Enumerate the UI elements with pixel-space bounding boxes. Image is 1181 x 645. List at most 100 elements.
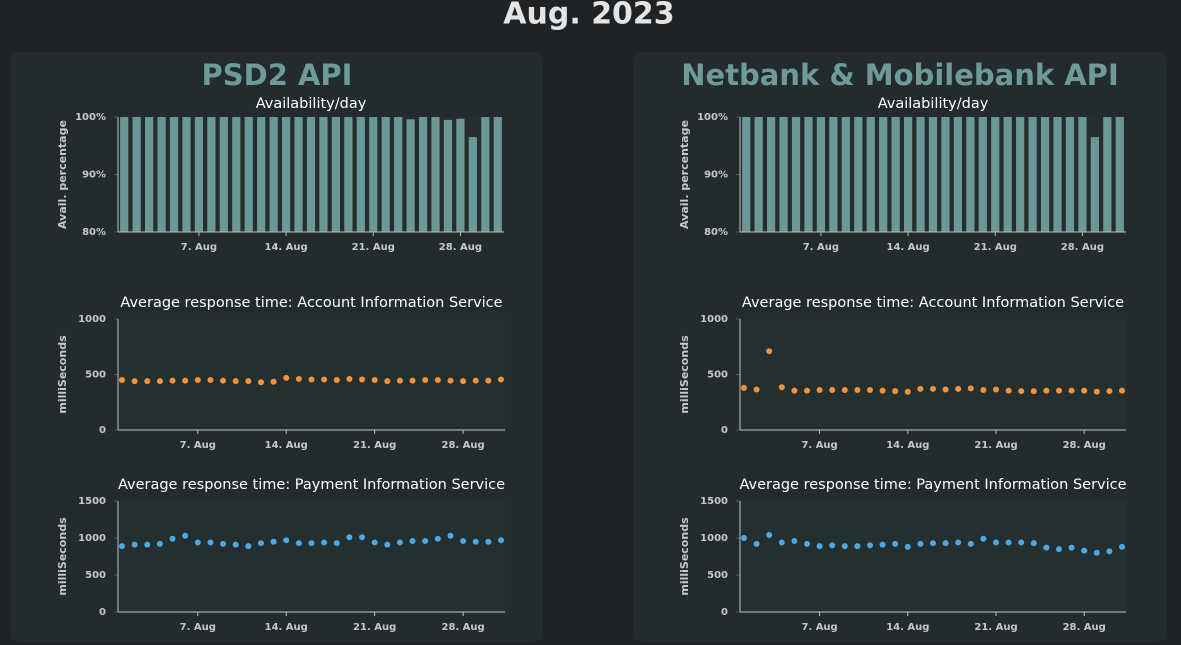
x-tick-label: 21. Aug xyxy=(974,242,1017,253)
bar xyxy=(966,117,975,232)
bar xyxy=(418,117,428,232)
point xyxy=(308,376,315,383)
x-tick-label: 7. Aug xyxy=(180,622,216,633)
bar xyxy=(903,117,913,232)
bar xyxy=(866,117,875,232)
point xyxy=(879,387,886,394)
plot-background xyxy=(740,319,1126,430)
point xyxy=(766,532,773,539)
point xyxy=(867,542,873,549)
point xyxy=(955,539,962,546)
point xyxy=(422,377,429,384)
bar xyxy=(1040,117,1050,232)
bar xyxy=(1115,117,1124,232)
point xyxy=(460,537,467,544)
point xyxy=(980,535,987,542)
x-tick-label: 21. Aug xyxy=(974,440,1017,451)
x-tick-label: 14. Aug xyxy=(265,440,308,451)
point xyxy=(409,537,416,544)
bar xyxy=(443,119,453,232)
x-tick-label: 7. Aug xyxy=(803,242,839,253)
point xyxy=(447,377,454,384)
point xyxy=(804,387,810,394)
point xyxy=(472,538,479,545)
point xyxy=(892,540,899,547)
point xyxy=(930,385,936,392)
point xyxy=(283,374,290,381)
point xyxy=(753,540,760,547)
y-tick-label: 0 xyxy=(99,607,106,618)
point xyxy=(131,541,138,548)
y-tick-label: 0 xyxy=(99,425,106,436)
bar xyxy=(841,117,850,232)
point xyxy=(1093,549,1100,556)
point xyxy=(816,543,823,550)
point xyxy=(396,377,403,384)
bar xyxy=(493,117,502,232)
y-tick-label: 1000 xyxy=(700,533,728,544)
point xyxy=(829,387,836,394)
point xyxy=(371,539,378,546)
point xyxy=(1093,388,1100,395)
plot-background xyxy=(118,501,505,612)
bar xyxy=(294,117,303,232)
point xyxy=(967,385,974,392)
point xyxy=(144,541,151,548)
y-tick-label: 90% xyxy=(704,170,728,181)
y-tick-label: 500 xyxy=(85,570,106,581)
point xyxy=(980,387,987,394)
point xyxy=(295,375,302,382)
bar xyxy=(791,117,801,232)
point xyxy=(156,378,163,385)
bar xyxy=(891,117,900,232)
bar xyxy=(879,117,888,232)
y-axis-title: Avail. percentage xyxy=(678,120,691,229)
point xyxy=(766,348,773,355)
chart-title: Average response time: Account Informati… xyxy=(120,295,502,311)
point xyxy=(955,385,962,392)
y-tick-label: 0 xyxy=(721,425,728,436)
x-tick-label: 14. Aug xyxy=(265,622,308,633)
bar xyxy=(804,117,813,232)
panel-title: Netbank & Mobilebank API xyxy=(681,58,1118,92)
bar xyxy=(381,117,390,232)
point xyxy=(396,539,403,546)
x-tick-label: 28. Aug xyxy=(441,440,484,451)
point xyxy=(422,537,429,544)
point xyxy=(498,537,504,544)
point xyxy=(346,375,353,382)
point xyxy=(904,543,911,550)
bar xyxy=(991,117,1000,232)
point xyxy=(741,384,747,391)
page-title: Aug. 2023 xyxy=(503,0,674,32)
bar xyxy=(1003,117,1012,232)
y-axis-title: milliSeconds xyxy=(678,335,691,414)
point xyxy=(1056,387,1062,394)
bar xyxy=(953,117,963,232)
bar xyxy=(331,117,341,232)
bar xyxy=(344,117,353,232)
bar xyxy=(431,117,440,232)
bar xyxy=(1103,117,1112,232)
y-tick-label: 1000 xyxy=(700,314,728,325)
point xyxy=(119,377,125,384)
point xyxy=(371,377,378,384)
y-tick-label: 0 xyxy=(721,607,728,618)
point xyxy=(753,386,760,393)
point xyxy=(460,378,467,385)
point xyxy=(485,377,492,384)
x-tick-label: 7. Aug xyxy=(801,622,837,633)
x-tick-label: 14. Aug xyxy=(264,242,307,253)
point xyxy=(854,387,861,394)
point xyxy=(194,377,201,384)
point xyxy=(1005,387,1012,394)
point xyxy=(917,540,924,547)
point xyxy=(359,534,366,541)
x-tick-label: 21. Aug xyxy=(352,242,395,253)
point xyxy=(333,377,340,384)
point xyxy=(220,540,227,547)
point xyxy=(778,384,785,391)
point xyxy=(245,378,252,385)
y-axis-title: milliSeconds xyxy=(678,517,691,596)
point xyxy=(1030,388,1037,395)
